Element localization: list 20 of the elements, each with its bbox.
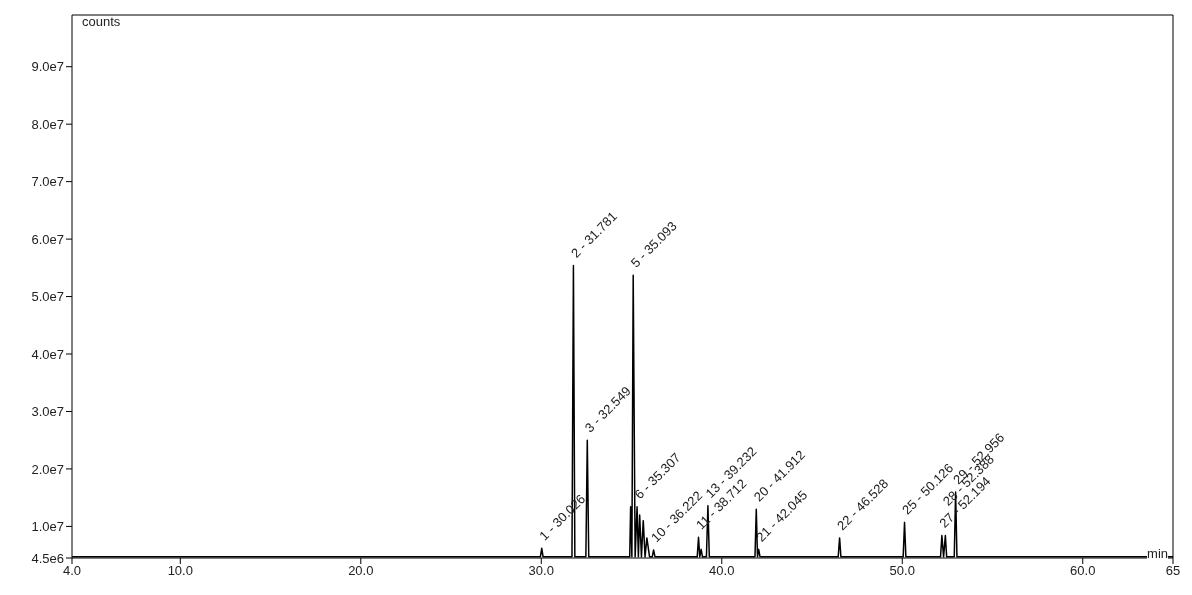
y-tick-label: 5.0e7 (31, 289, 64, 305)
x-tick-label: 30.0 (528, 563, 554, 579)
y-tick-label: 8.0e7 (31, 116, 64, 132)
x-tick-label: 20.0 (348, 563, 374, 579)
y-tick-label: 6.0e7 (31, 231, 64, 247)
y-tick-label: 7.0e7 (31, 174, 64, 190)
x-tick-label: 60.0 (1070, 563, 1096, 579)
x-tick-label: 65 (1165, 563, 1181, 579)
y-axis-title: counts (82, 14, 121, 29)
x-tick-label: 40.0 (709, 563, 735, 579)
y-tick-label: 9.0e7 (31, 59, 64, 75)
x-tick-label: 50.0 (889, 563, 915, 579)
y-tick-label: 4.5e6 (31, 550, 64, 566)
x-tick-label: 10.0 (167, 563, 193, 579)
y-tick-label: 4.0e7 (31, 346, 64, 362)
x-axis-title: min (1147, 546, 1168, 561)
y-tick-label: 3.0e7 (31, 404, 64, 420)
y-tick-label: 2.0e7 (31, 461, 64, 477)
x-tick-label: 4.0 (62, 563, 82, 579)
y-tick-label: 1.0e7 (31, 519, 64, 535)
